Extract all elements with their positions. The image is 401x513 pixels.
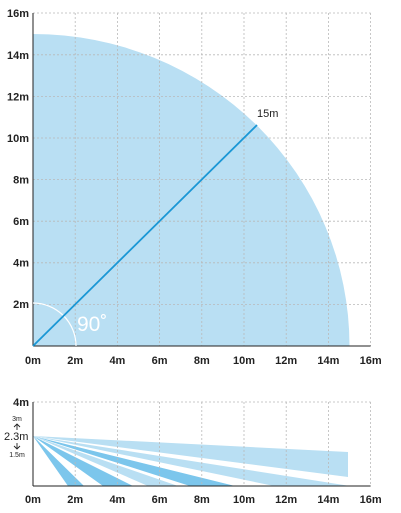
side-beam: [33, 436, 133, 486]
range-line: [32, 124, 258, 347]
top-view-diagram: 90˚ 15m 0m 2m 4m 6m 8m 10m 12m 14m 16m 2…: [7, 8, 382, 367]
top-grid: [33, 12, 372, 346]
top-x-tick: 10m: [233, 355, 255, 367]
side-beam: [33, 436, 350, 486]
height-min-label: 1.5m: [9, 452, 25, 459]
side-x-tick-labels: 0m 2m 4m 6m 8m 10m 12m 14m 16m: [25, 494, 382, 506]
side-x-tick: 6m: [152, 494, 168, 506]
height-label: 2.3m: [4, 431, 28, 443]
side-beam: [33, 436, 84, 486]
top-y-tick: 14m: [7, 50, 29, 62]
top-x-tick: 4m: [109, 355, 125, 367]
side-x-tick: 12m: [275, 494, 297, 506]
top-x-tick: 16m: [360, 355, 382, 367]
range-label: 15m: [257, 108, 278, 120]
side-view-diagram: 4m 3m 2.3m 1.5m 0m 2m 4m 6m 8m 10m 12m 1…: [4, 397, 382, 506]
height-up-arrow: [13, 423, 21, 430]
top-y-tick-labels: 2m 4m 6m 8m 10m 12m 14m 16m: [7, 8, 29, 311]
top-x-tick: 6m: [152, 355, 168, 367]
top-y-tick: 8m: [13, 175, 29, 187]
side-beam: [33, 436, 348, 477]
top-y-tick: 4m: [13, 258, 29, 270]
top-y-tick: 16m: [7, 8, 29, 20]
top-y-tick: 12m: [7, 92, 29, 104]
top-y-tick: 2m: [13, 299, 29, 311]
side-y-top-label: 4m: [13, 397, 29, 409]
side-x-tick: 16m: [360, 494, 382, 506]
side-x-tick: 10m: [233, 494, 255, 506]
top-x-tick: 14m: [317, 355, 339, 367]
top-y-tick: 10m: [7, 133, 29, 145]
top-x-tick-labels: 0m 2m 4m 6m 8m 10m 12m 14m 16m: [25, 355, 382, 367]
top-y-tick: 6m: [13, 216, 29, 228]
height-max-label: 3m: [12, 416, 22, 423]
side-x-tick: 4m: [109, 494, 125, 506]
side-x-tick: 8m: [194, 494, 210, 506]
top-x-tick: 0m: [25, 355, 41, 367]
side-beam: [33, 436, 235, 486]
side-x-tick: 0m: [25, 494, 41, 506]
side-x-tick: 14m: [317, 494, 339, 506]
side-beam: [33, 436, 178, 486]
side-x-tick: 2m: [67, 494, 83, 506]
side-grid: [33, 401, 372, 486]
top-x-tick: 2m: [67, 355, 83, 367]
angle-label: 90˚: [77, 313, 107, 336]
height-down-arrow: [13, 443, 21, 450]
top-x-tick: 12m: [275, 355, 297, 367]
top-x-tick: 8m: [194, 355, 210, 367]
